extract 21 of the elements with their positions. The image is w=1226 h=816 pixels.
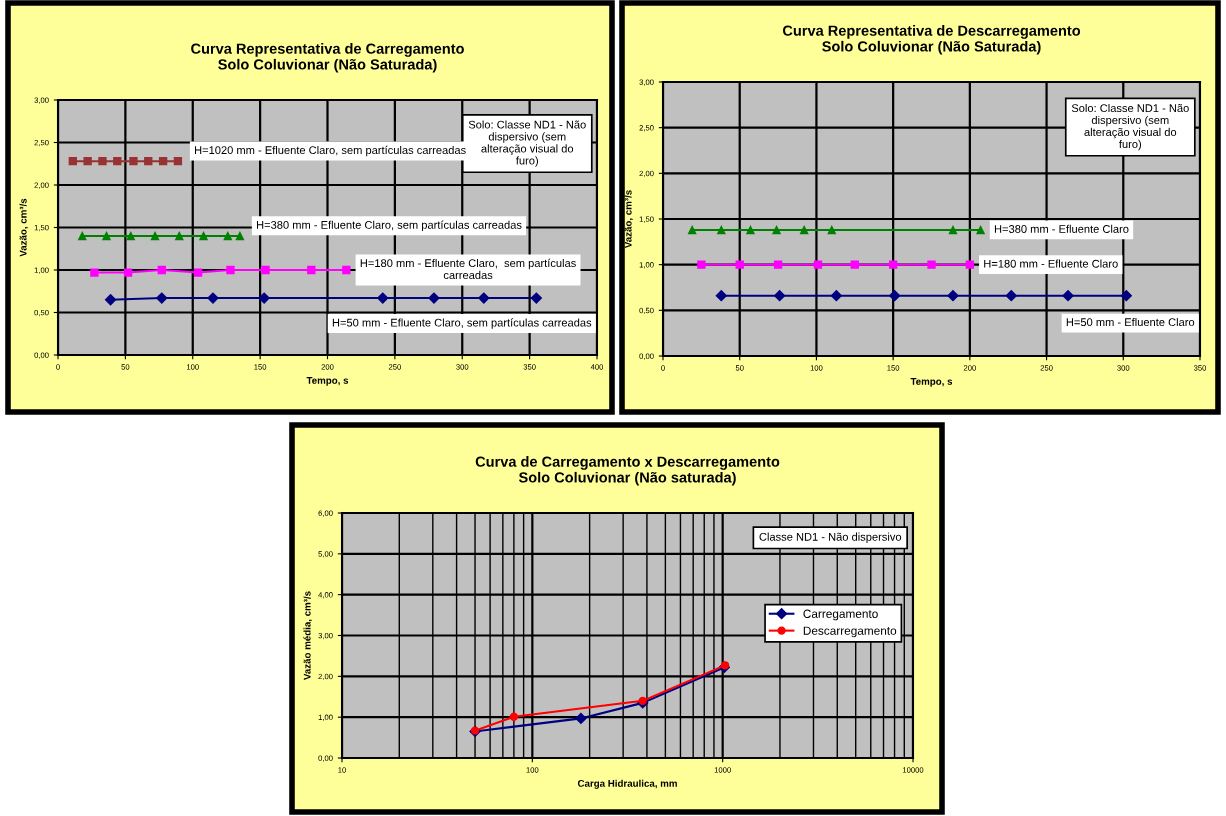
- legend-label: Descarregamento: [803, 626, 897, 638]
- series-label: H=180 mm - Efluente Claro, sem partículas carreadas: [360, 258, 576, 280]
- annotation: Solo: Classe ND1 - Não dispersivo (sem alteração visual do furo): [1071, 103, 1189, 151]
- annotation: Classe ND1 - Não dispersivo: [759, 532, 902, 543]
- y-axis-title: Vazão, cm³/s: [19, 198, 29, 257]
- x-axis-title: Tempo, s: [910, 378, 953, 387]
- series-label: H=50 mm - Efluente Claro, sem partículas carreadas: [332, 318, 592, 329]
- series-label: H=180 mm - Efluente Claro: [984, 259, 1118, 268]
- series-label: H=380 mm - Efluente Claro: [994, 224, 1129, 233]
- legend-label: Carregamento: [803, 609, 878, 621]
- annotation: Solo: Classe ND1 - Não dispersivo (sem alteração visual do furo): [468, 120, 586, 167]
- chart-title: Curva Representativa de Carregamento Solo Coluvionar (Não Saturada): [191, 43, 464, 73]
- y-axis-title: Vazão, cm³/s: [624, 190, 634, 249]
- x-axis-title: Tempo, s: [306, 377, 349, 386]
- series-label: H=380 mm - Efluente Claro, sem partículas carreadas: [256, 220, 522, 232]
- chart-title: Curva de Carregamento x Descarregamento Solo Coluvionar (Não saturada): [475, 456, 780, 486]
- y-axis-title: Vazão média, cm³/s: [303, 591, 313, 681]
- chart-title: Curva Representativa de Descarregamento Solo Coluvionar (Não Saturada): [782, 25, 1081, 55]
- series-label: H=1020 mm - Efluente Claro, sem partículas carreadas: [195, 145, 466, 157]
- series-label: H=50 mm - Efluente Claro: [1066, 317, 1195, 327]
- x-axis-title: Carga Hidraulica, mm: [577, 779, 677, 789]
